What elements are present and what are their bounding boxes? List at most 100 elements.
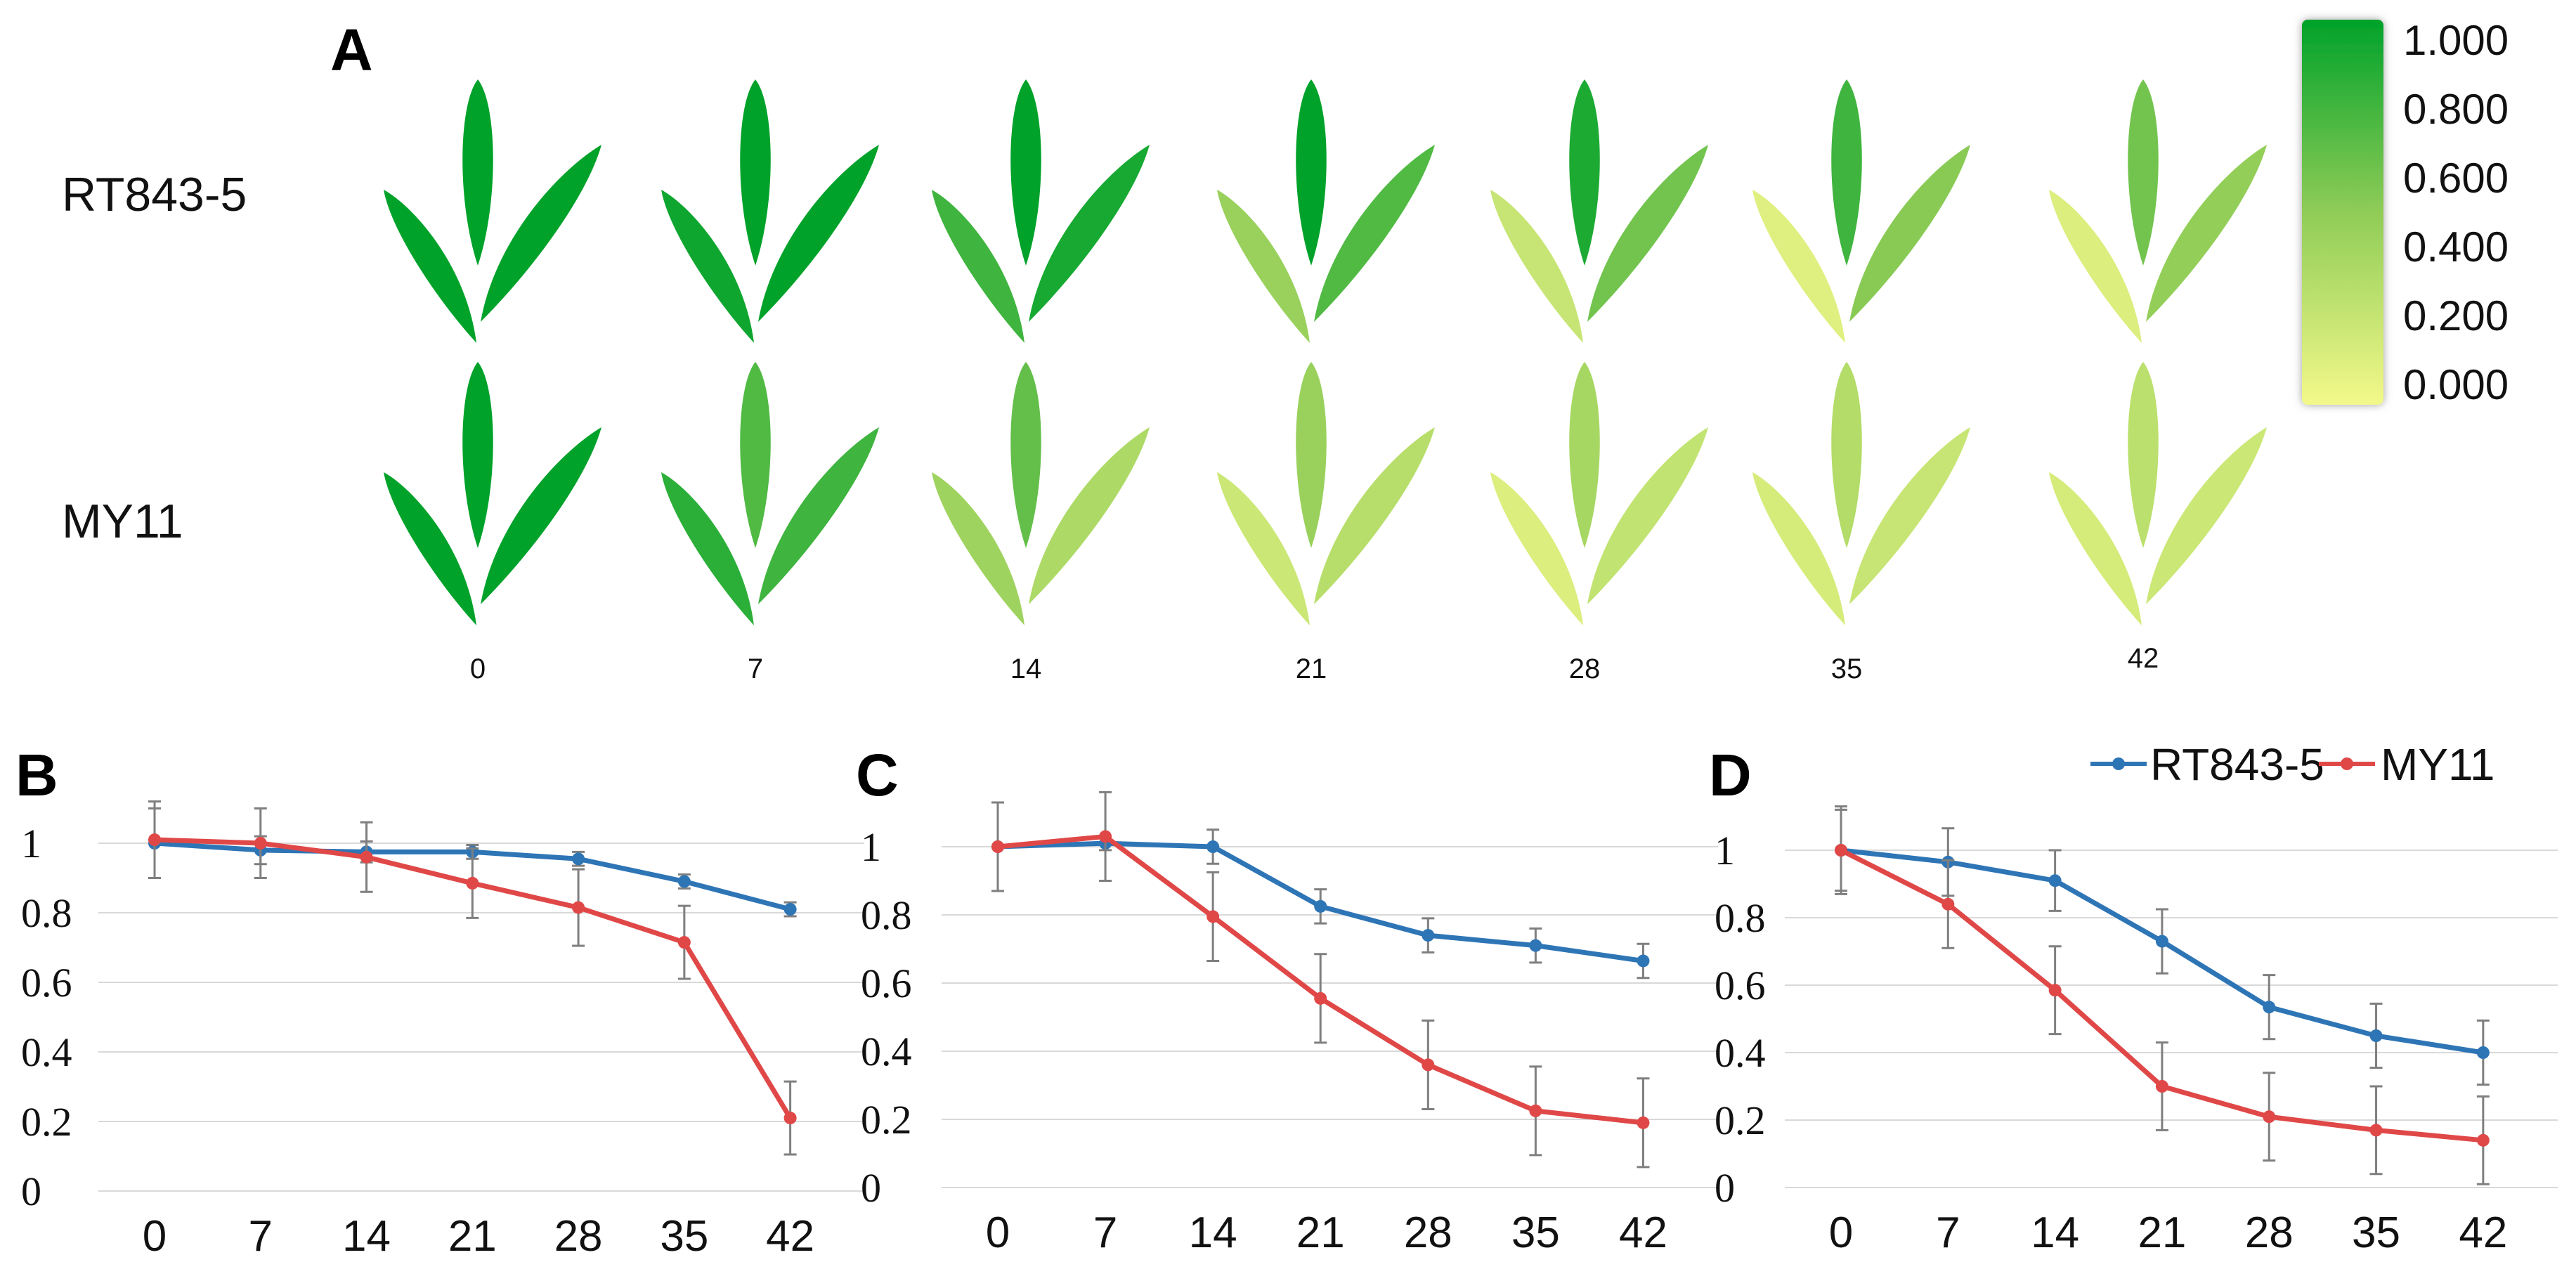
x-tick-label: 7: [1936, 1209, 1960, 1257]
y-tick-label: 0: [861, 1165, 881, 1211]
x-tick-label: 28: [2245, 1209, 2294, 1257]
data-point-rt843-5: [2476, 1046, 2490, 1059]
y-tick-label: 0.8: [1715, 895, 1766, 941]
leaf-left: [932, 190, 1024, 343]
leaf-center: [1010, 362, 1041, 548]
leaf-right: [1029, 427, 1150, 604]
x-tick-label: 42: [2459, 1209, 2507, 1257]
leaf-right: [1314, 427, 1435, 604]
leaf-right: [481, 427, 601, 604]
data-point-my11: [1941, 897, 1955, 911]
leaf-right: [481, 145, 601, 322]
data-point-rt843-5: [1637, 954, 1650, 968]
data-point-my11: [2263, 1110, 2276, 1124]
y-tick-label: 1: [21, 821, 41, 866]
data-point-my11: [254, 837, 267, 850]
x-tick-label: 35: [2352, 1209, 2400, 1257]
leaf-center: [1831, 362, 1862, 548]
y-tick-label: 0.4: [861, 1029, 912, 1074]
leaf-right: [1849, 145, 1970, 322]
y-tick-label: 0.2: [21, 1099, 72, 1145]
chart-panel-d: D 1 0.8 0.6 0.4 0.2 0 0 7 14 21 28 35 42: [1709, 742, 2558, 1257]
day-label-42: 42: [2128, 643, 2159, 674]
data-point-my11: [783, 1112, 797, 1125]
leaf-left: [1752, 190, 1845, 343]
leaf-center: [1296, 79, 1327, 266]
panel-a-letter: A: [330, 17, 373, 83]
x-tick-label: 21: [448, 1212, 497, 1261]
x-tick-label: 28: [1404, 1209, 1452, 1257]
plant-rt843-5-day-28: [1490, 79, 1708, 343]
data-point-my11: [1529, 1104, 1542, 1117]
leaf-center: [462, 362, 493, 548]
leaf-center: [740, 79, 771, 266]
leaf-left: [661, 472, 754, 625]
chart-panel-b: B 1 0.8 0.6 0.4 0.2 0 0 7 14 21 28 35 42: [15, 742, 864, 1261]
panel-a: A RT843-5 MY11 0 7 14 21 28 35 42 1.000 …: [62, 17, 2509, 684]
day-label-7: 7: [748, 653, 763, 684]
leaf-right: [2146, 427, 2267, 604]
leaf-left: [1490, 472, 1583, 625]
y-tick-label: 0.4: [1715, 1030, 1766, 1076]
y-tick-label: 0.6: [21, 960, 72, 1006]
leaf-center: [740, 362, 771, 548]
day-label-35: 35: [1831, 653, 1863, 684]
x-tick-label: 7: [249, 1212, 273, 1261]
plant-rt843-5-day-0: [384, 79, 601, 343]
data-point-my11: [1835, 844, 1847, 857]
y-tick-label: 0: [21, 1169, 41, 1214]
data-point-rt843-5: [677, 875, 691, 888]
plant-rt843-5-day-42: [2049, 79, 2267, 343]
leaf-left: [1217, 190, 1310, 343]
plant-my11-day-42: [2049, 362, 2267, 625]
chart-panel-c: C 1 0.8 0.6 0.4 0.2 0 0 7 14 21 28 35 42: [856, 742, 1718, 1257]
day-label-21: 21: [1296, 653, 1327, 684]
leaf-right: [1587, 427, 1708, 604]
plant-my11-day-28: [1490, 362, 1708, 625]
leaf-center: [2128, 79, 2159, 266]
leaf-center: [2128, 362, 2159, 548]
legend-label-rt843-5: RT843-5: [2150, 739, 2324, 790]
data-point-my11: [1422, 1058, 1435, 1072]
y-tick-label: 0.4: [21, 1029, 72, 1075]
plant-rt843-5-day-21: [1217, 79, 1435, 343]
data-point-my11: [1099, 830, 1112, 843]
leaf-center: [462, 79, 493, 266]
leaf-left: [2049, 472, 2142, 625]
plant-my11-day-35: [1752, 362, 1970, 625]
leaf-left: [2049, 190, 2142, 343]
plant-my11-day-7: [661, 362, 879, 625]
plant-rt843-5-day-14: [932, 79, 1150, 343]
leaf-center: [1569, 362, 1600, 548]
x-tick-label: 28: [554, 1212, 603, 1261]
plant-rt843-5-day-35: [1752, 79, 1970, 343]
data-point-my11: [148, 833, 161, 847]
day-label-14: 14: [1010, 653, 1042, 684]
data-point-rt843-5: [1529, 939, 1542, 952]
plant-my11-day-14: [932, 362, 1150, 625]
legend: RT843-5 MY11: [2090, 739, 2494, 790]
data-point-my11: [1314, 991, 1327, 1005]
data-point-rt843-5: [783, 903, 797, 916]
leaf-right: [1314, 145, 1435, 322]
legend-marker-rt843-5: [2112, 757, 2125, 770]
y-tick-label: 0.8: [861, 892, 912, 938]
day-labels: 0 7 14 21 28 35 42: [470, 643, 2159, 684]
day-label-28: 28: [1569, 653, 1601, 684]
leaf-left: [384, 472, 476, 625]
leaf-center: [1010, 79, 1041, 266]
data-point-my11: [2369, 1124, 2383, 1137]
leaf-left: [932, 472, 1024, 625]
data-point-rt843-5: [2369, 1029, 2383, 1042]
data-point-my11: [991, 840, 1004, 853]
leaf-left: [1752, 472, 1845, 625]
x-tick-label: 35: [1511, 1209, 1560, 1257]
x-tick-label: 14: [2031, 1209, 2079, 1257]
y-tick-label: 1: [861, 824, 881, 870]
data-point-my11: [677, 936, 691, 949]
data-point-my11: [1637, 1116, 1650, 1129]
data-point-my11: [360, 850, 373, 864]
leaf-right: [1849, 427, 1970, 604]
x-tick-label: 21: [2138, 1209, 2186, 1257]
